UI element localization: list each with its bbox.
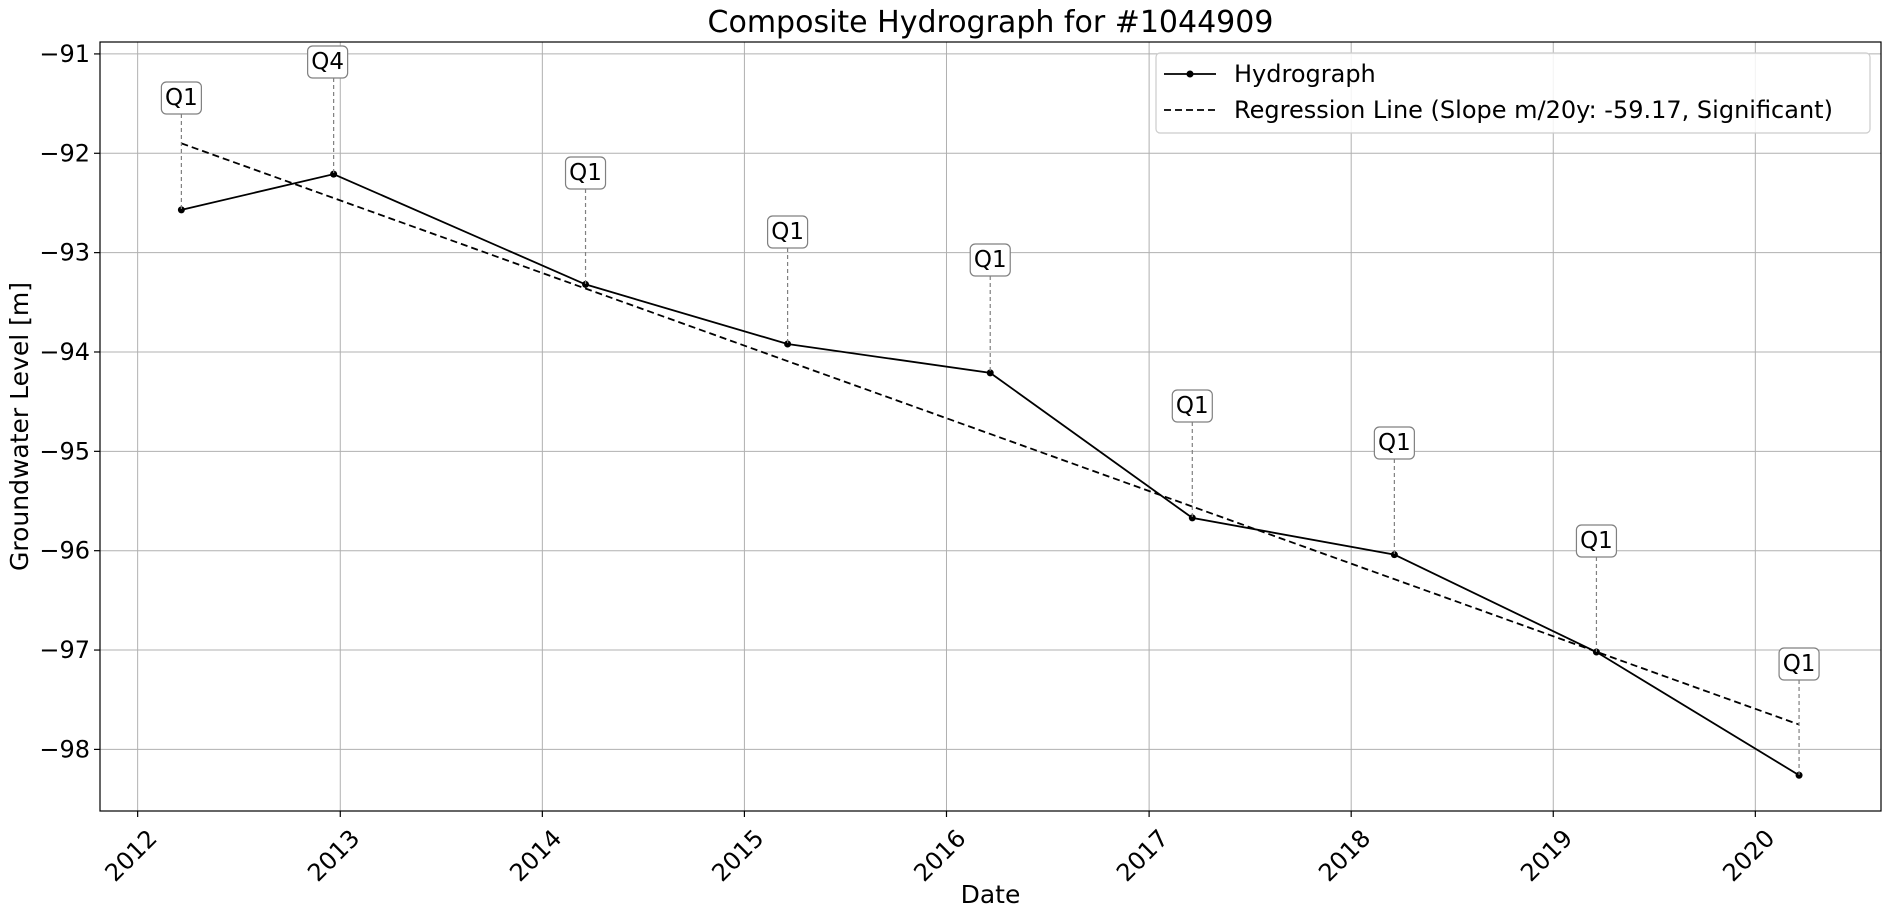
annotation-label: Q1: [1378, 430, 1411, 456]
hydrograph-point: [1592, 648, 1600, 656]
annotation-box: [160, 81, 202, 115]
y-tick-label: −94: [39, 338, 90, 366]
y-tick-label: −91: [39, 40, 90, 68]
y-tick-label: −96: [39, 537, 90, 565]
annotation-label: Q1: [1783, 651, 1816, 677]
legend-label-regression: Regression Line (Slope m/20y: -59.17, Si…: [1234, 96, 1833, 124]
y-tick-label: −98: [39, 735, 90, 763]
annotation-box: [766, 215, 809, 249]
series-layer: [177, 142, 1803, 779]
annotation-label: Q1: [1580, 528, 1613, 554]
legend-box: [1155, 52, 1871, 134]
hydrograph-point: [582, 280, 590, 288]
legend-label-hydrograph: Hydrograph: [1234, 60, 1376, 88]
annotation-box: [1778, 647, 1820, 681]
annotation-label: Q1: [1176, 393, 1209, 419]
hydrograph-point: [330, 170, 338, 178]
y-tick-label: −93: [39, 239, 90, 267]
legend-marker-hydrograph: [1186, 70, 1194, 78]
hydrograph-point: [1390, 551, 1398, 559]
annotation-box: [1373, 426, 1415, 460]
annotation-box: [1575, 524, 1618, 558]
y-tick-label: −95: [39, 437, 90, 465]
plot-area-frame: [99, 41, 1882, 812]
hydrograph-point: [177, 206, 185, 214]
x-axis-label: Date: [961, 880, 1021, 909]
legend: Hydrograph Regression Line (Slope m/20y:…: [1155, 52, 1871, 134]
y-tick-label: −97: [39, 636, 90, 664]
y-tick-label: −92: [39, 139, 90, 167]
hydrograph-point: [986, 369, 994, 377]
annotation-label: Q1: [165, 85, 198, 111]
annotation-label: Q4: [311, 49, 344, 75]
y-axis-label: Groundwater Level [m]: [5, 282, 34, 571]
annotation-box: [564, 156, 607, 190]
hydrograph-point: [1188, 514, 1196, 522]
annotation-box: [307, 45, 349, 79]
annotation-label: Q1: [974, 247, 1007, 273]
hydrograph-point: [784, 340, 792, 348]
annotation-box: [1171, 389, 1213, 423]
hydrograph-point: [1795, 771, 1803, 779]
annotation-label: Q1: [569, 160, 602, 186]
annotation-layer: Q1 Q4 Q1 Q1 Q1 Q1 Q1 Q1 Q1: [160, 45, 1820, 776]
annotation-box: [969, 243, 1011, 277]
chart-title: Composite Hydrograph for #1044909: [708, 5, 1274, 40]
annotation-label: Q1: [771, 219, 804, 245]
regression-line: [181, 142, 1800, 726]
